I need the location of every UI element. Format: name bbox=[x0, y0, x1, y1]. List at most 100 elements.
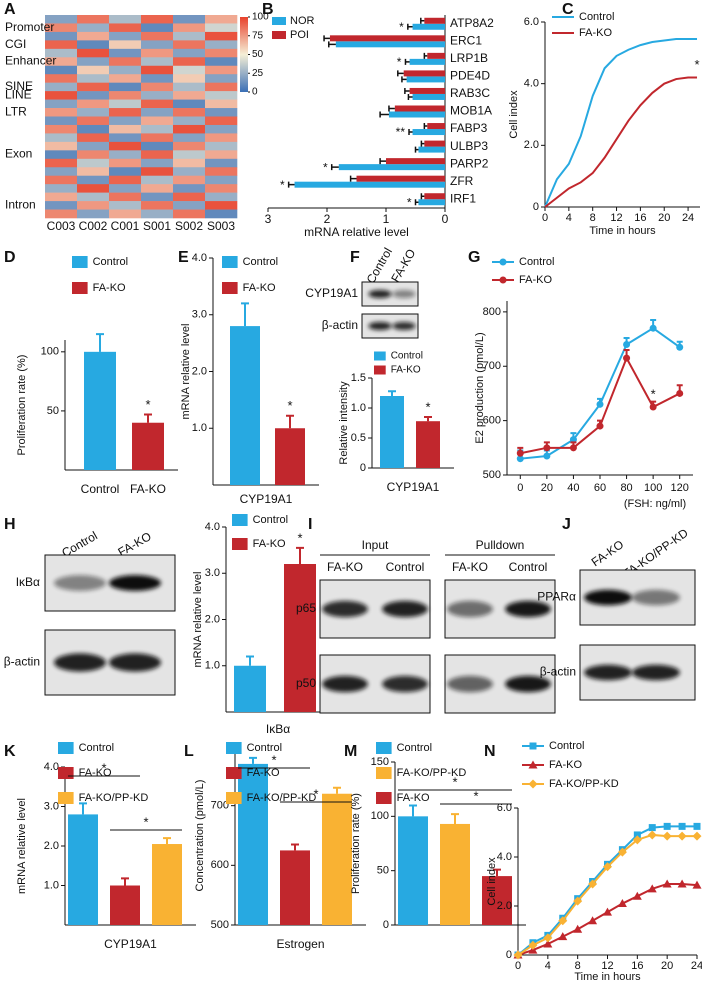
heat-cell bbox=[205, 65, 238, 75]
legend-label: Control bbox=[397, 742, 432, 754]
legend-swatch bbox=[374, 365, 386, 375]
point bbox=[676, 343, 684, 351]
heat-cell bbox=[45, 141, 78, 151]
point bbox=[558, 932, 568, 941]
y-tick-label: 3.0 bbox=[192, 309, 207, 321]
blot-row-label: β-actin bbox=[4, 655, 40, 669]
y-tick-label: 0 bbox=[360, 462, 366, 474]
error-bar bbox=[96, 333, 104, 352]
x-axis-label: Time in hours bbox=[574, 971, 641, 982]
point bbox=[663, 822, 671, 830]
x-axis-label: CYP19A1 bbox=[240, 492, 293, 506]
heat-cell bbox=[77, 192, 110, 202]
error-bar bbox=[414, 146, 419, 153]
heat-cell bbox=[141, 184, 174, 193]
error-bar bbox=[388, 105, 395, 112]
heat-cell bbox=[45, 91, 78, 100]
x-tick-label: 16 bbox=[631, 960, 643, 972]
panel-letter: B bbox=[262, 1, 274, 18]
y-tick-label: 100 bbox=[371, 810, 389, 822]
legend-swatch bbox=[222, 256, 238, 268]
point bbox=[569, 444, 577, 452]
point bbox=[649, 403, 657, 411]
heat-cell bbox=[205, 48, 238, 58]
error-bar bbox=[408, 129, 413, 136]
blot-group-label: Pulldown bbox=[476, 538, 525, 552]
heat-cell bbox=[45, 124, 78, 134]
point bbox=[662, 879, 672, 888]
category-label: PDE4D bbox=[450, 69, 490, 83]
comparison-label: * bbox=[101, 760, 106, 775]
heat-cell bbox=[205, 192, 238, 202]
legend-swatch bbox=[232, 538, 248, 550]
heat-cell bbox=[77, 133, 110, 143]
heat-cell bbox=[205, 124, 238, 134]
series-line bbox=[544, 37, 698, 208]
error-bar bbox=[379, 111, 389, 118]
y-tick-label: 4.0 bbox=[44, 761, 59, 773]
legend-marker bbox=[499, 258, 507, 266]
legend-swatch bbox=[272, 31, 286, 39]
heat-cell bbox=[109, 23, 142, 33]
legend-label: FA-KO bbox=[549, 759, 582, 771]
y-tick-label: 2.0 bbox=[192, 365, 207, 377]
legend-swatch bbox=[58, 767, 74, 779]
heat-cell bbox=[205, 31, 238, 41]
legend-label: Control bbox=[243, 256, 278, 268]
heat-cell bbox=[109, 192, 142, 202]
heat-cell bbox=[109, 133, 142, 143]
blot-column-label: FA-KO bbox=[327, 560, 363, 574]
y-tick-label: 600 bbox=[211, 859, 229, 871]
heat-cell bbox=[205, 175, 238, 185]
heat-cell bbox=[45, 31, 78, 41]
point bbox=[603, 907, 612, 916]
blot-column-label: Control bbox=[509, 560, 548, 574]
series-line bbox=[544, 76, 698, 208]
bar bbox=[338, 164, 445, 171]
y-axis-label: mRNA relative level bbox=[16, 798, 28, 894]
bar bbox=[424, 193, 445, 200]
blot-column-label: FA-KO bbox=[589, 537, 627, 569]
heat-cell bbox=[77, 91, 110, 100]
heat-cell bbox=[77, 201, 110, 210]
error-bar bbox=[246, 655, 254, 666]
y-tick-label: 4.0 bbox=[497, 851, 512, 863]
x-axis-label: Time in hours bbox=[589, 225, 656, 237]
heat-cell bbox=[77, 23, 110, 33]
heat-cell bbox=[45, 116, 78, 126]
column-label: C002 bbox=[79, 219, 108, 233]
heat-cell bbox=[141, 150, 174, 160]
error-bar bbox=[249, 756, 257, 764]
point bbox=[692, 831, 702, 841]
error-bar bbox=[409, 804, 417, 817]
error-bar bbox=[296, 546, 304, 564]
heat-cell bbox=[77, 150, 110, 160]
blot-band bbox=[584, 589, 632, 606]
heat-cell bbox=[173, 184, 206, 193]
heat-cell bbox=[77, 116, 110, 126]
legend-label: Control bbox=[549, 740, 584, 752]
heat-cell bbox=[173, 48, 206, 58]
bar bbox=[386, 158, 445, 165]
heat-cell bbox=[205, 201, 238, 210]
heat-cell bbox=[173, 124, 206, 134]
heat-cell bbox=[141, 23, 174, 33]
bar bbox=[418, 199, 445, 206]
error-bar bbox=[79, 802, 87, 815]
heat-cell bbox=[141, 141, 174, 151]
comparison-label: * bbox=[473, 788, 478, 803]
heat-cell bbox=[109, 57, 142, 67]
x-tick-label: 12 bbox=[610, 212, 622, 224]
heat-cell bbox=[109, 40, 142, 50]
heat-cell bbox=[141, 31, 174, 41]
x-tick-label: 20 bbox=[661, 960, 673, 972]
row-label: LINE bbox=[5, 88, 32, 102]
legend-swatch bbox=[226, 767, 242, 779]
column-label: C001 bbox=[111, 219, 140, 233]
bar bbox=[294, 181, 445, 188]
x-tick-label: Control bbox=[81, 482, 120, 496]
x-tick-label: 60 bbox=[594, 482, 606, 494]
error-bar bbox=[420, 17, 425, 24]
heat-cell bbox=[109, 99, 142, 109]
heat-cell bbox=[173, 99, 206, 109]
